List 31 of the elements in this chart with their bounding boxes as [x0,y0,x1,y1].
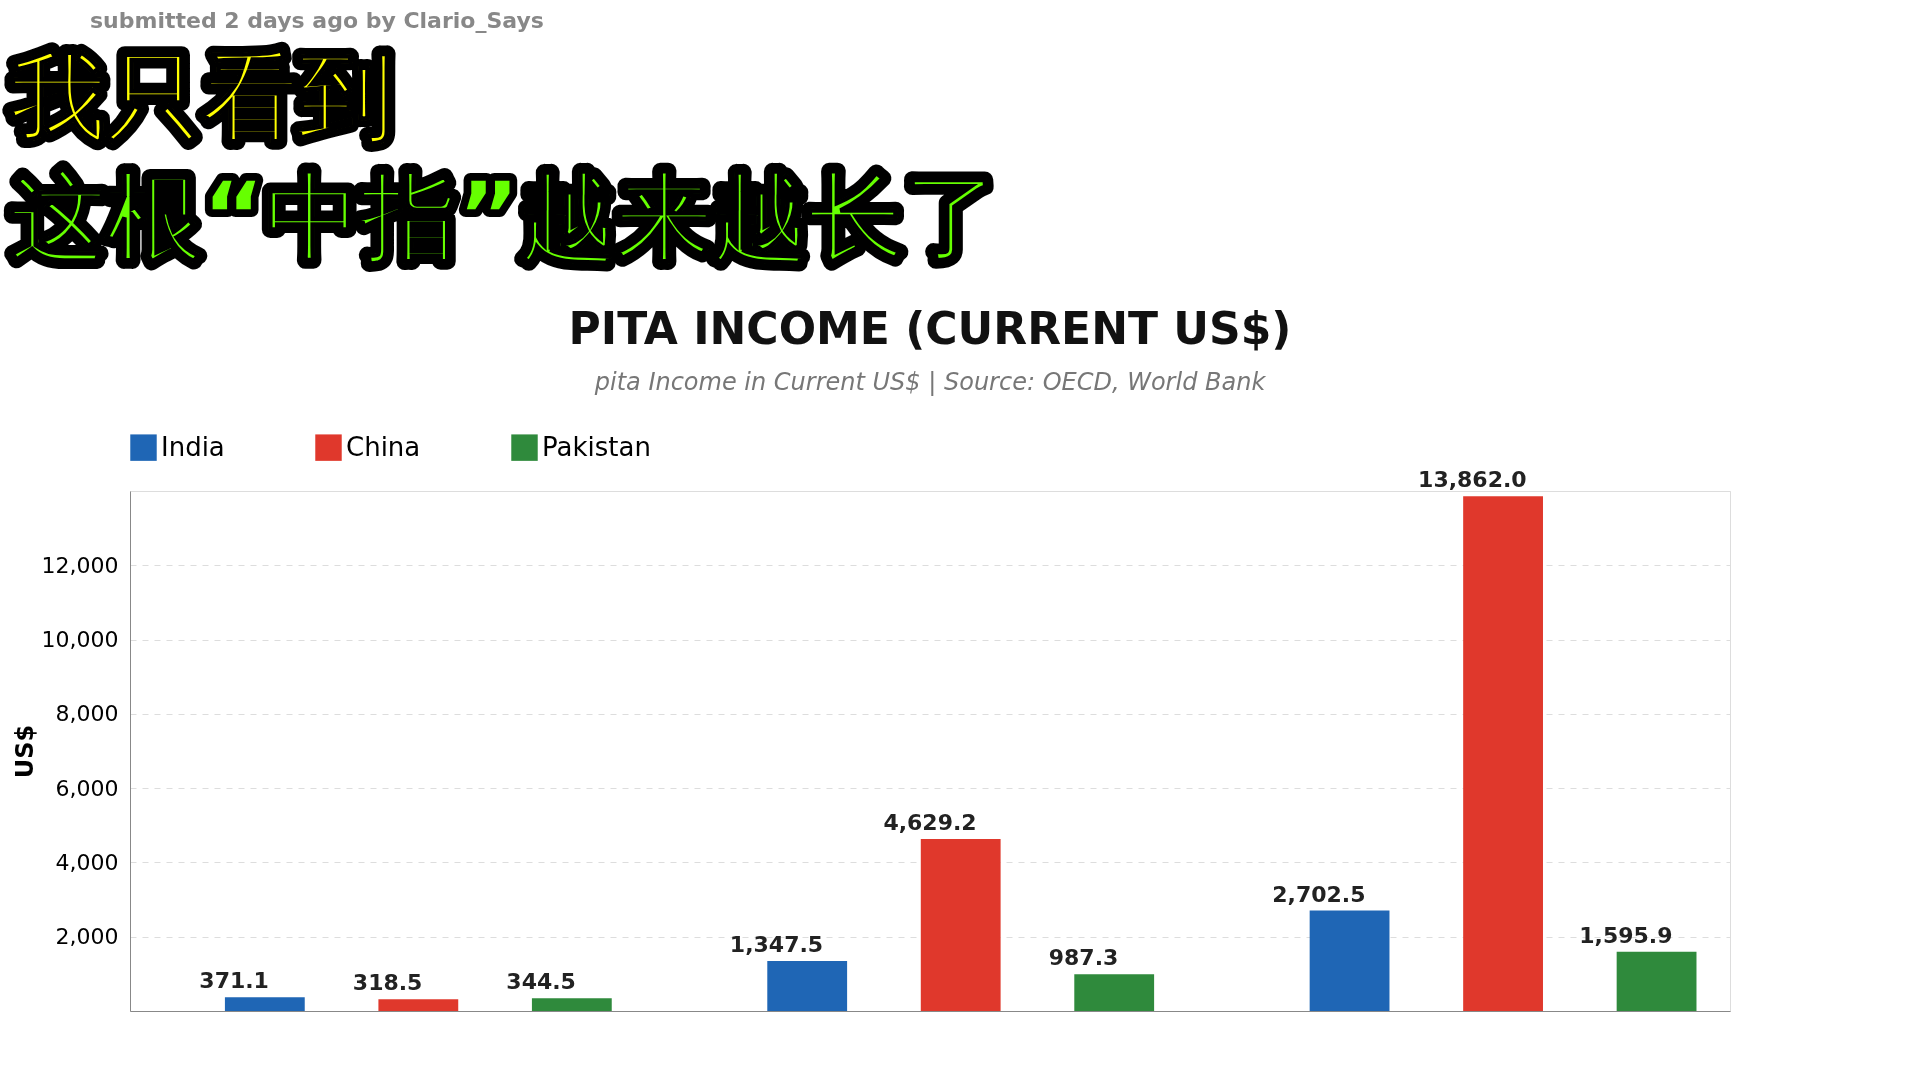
y-axis-title: US$ [10,724,39,779]
data-label: 13,862.0 [1418,467,1527,493]
data-label: 1,595.9 [1579,922,1673,948]
text: submitted 2 days ago by Clario_Says [90,8,544,33]
chart-title: PITA INCOME (CURRENT US$) [568,303,1292,354]
bar [1463,496,1543,1011]
y-tick-label: 6,000 [55,775,119,801]
bar [378,999,459,1011]
data-label: 1,347.5 [729,931,824,957]
legend-label: Pakistan [542,431,651,462]
bar [224,997,305,1011]
data-label: 987.3 [1048,945,1119,971]
bar [1616,951,1697,1011]
bar [1074,974,1155,1011]
chart-subtitle: pita Income in Current US$ | Source: OECD, World Bank [593,368,1267,396]
data-label: 371.1 [199,968,269,994]
y-tick-label: 8,000 [55,701,119,727]
y-tick-label: 12,000 [41,552,119,578]
y-tick-label: 4,000 [55,849,119,875]
bar [531,998,612,1011]
bar [920,839,1001,1011]
legend-label: India [161,431,225,462]
legend-label: China [346,431,421,462]
data-label: 318.5 [352,970,423,996]
data-label: 2,702.5 [1272,881,1366,907]
bar [1309,910,1390,1011]
bar [767,960,848,1011]
data-label: 4,629.2 [883,810,977,836]
y-tick-label: 10,000 [41,627,119,653]
data-label: 344.5 [506,969,576,995]
y-tick-label: 2,000 [55,924,119,950]
